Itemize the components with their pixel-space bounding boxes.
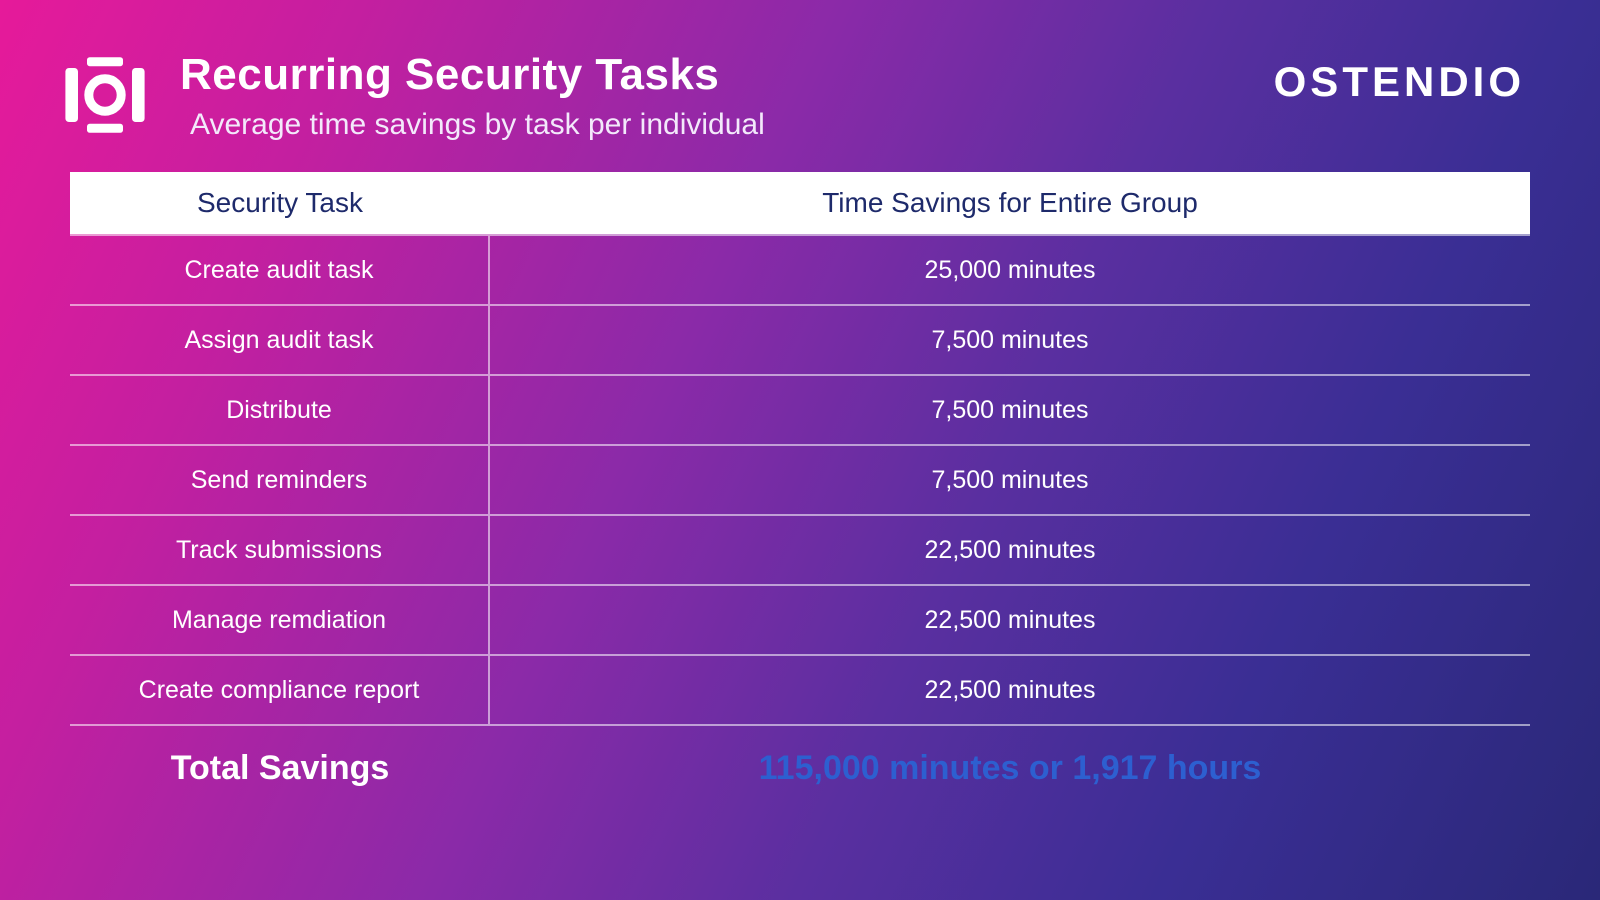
cell-task: Send reminders xyxy=(70,446,490,514)
table-row: Track submissions 22,500 minutes xyxy=(70,514,1530,584)
cell-savings: 22,500 minutes xyxy=(490,516,1530,584)
cell-task: Create audit task xyxy=(70,236,490,304)
total-label: Total Savings xyxy=(70,749,490,788)
table-row: Create compliance report 22,500 minutes xyxy=(70,654,1530,724)
cell-savings: 25,000 minutes xyxy=(490,236,1530,304)
savings-table: Security Task Time Savings for Entire Gr… xyxy=(70,172,1530,810)
table-header-row: Security Task Time Savings for Entire Gr… xyxy=(70,172,1530,234)
cell-task: Track submissions xyxy=(70,516,490,584)
total-value: 115,000 minutes or 1,917 hours xyxy=(490,749,1530,788)
col-header-savings: Time Savings for Entire Group xyxy=(490,187,1530,219)
col-header-task: Security Task xyxy=(70,187,490,219)
header: Recurring Security Tasks Average time sa… xyxy=(0,0,1600,162)
cell-savings: 7,500 minutes xyxy=(490,446,1530,514)
table-row: Manage remdiation 22,500 minutes xyxy=(70,584,1530,654)
table-row: Assign audit task 7,500 minutes xyxy=(70,304,1530,374)
cell-savings: 22,500 minutes xyxy=(490,656,1530,724)
cell-task: Manage remdiation xyxy=(70,586,490,654)
table-row: Create audit task 25,000 minutes xyxy=(70,234,1530,304)
brand-wordmark: OSTENDIO xyxy=(1274,58,1525,106)
cell-task: Assign audit task xyxy=(70,306,490,374)
cell-task: Distribute xyxy=(70,376,490,444)
cell-savings: 7,500 minutes xyxy=(490,376,1530,444)
table-row: Distribute 7,500 minutes xyxy=(70,374,1530,444)
page-subtitle: Average time savings by task per individ… xyxy=(190,108,1530,142)
cell-savings: 7,500 minutes xyxy=(490,306,1530,374)
cell-savings: 22,500 minutes xyxy=(490,586,1530,654)
table-total-row: Total Savings 115,000 minutes or 1,917 h… xyxy=(70,724,1530,810)
ostendio-logo-icon xyxy=(60,50,150,140)
cell-task: Create compliance report xyxy=(70,656,490,724)
table-row: Send reminders 7,500 minutes xyxy=(70,444,1530,514)
